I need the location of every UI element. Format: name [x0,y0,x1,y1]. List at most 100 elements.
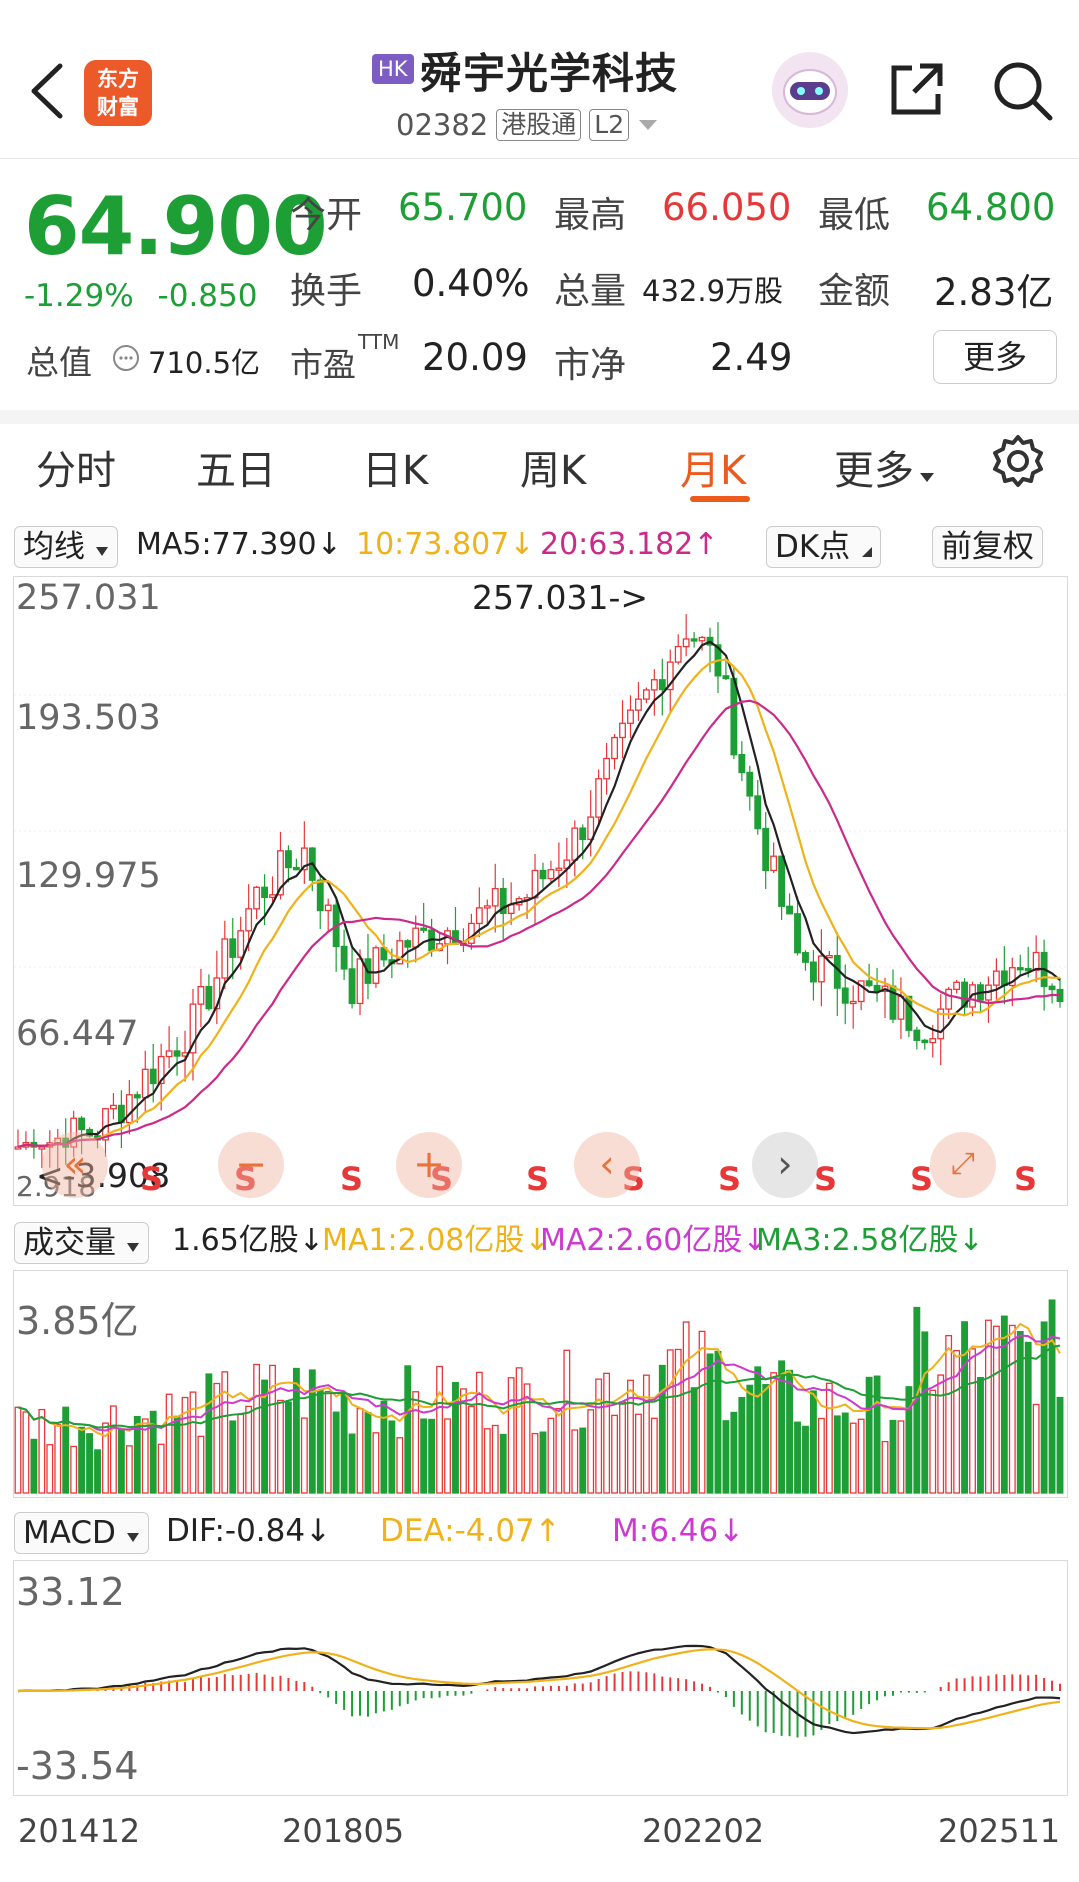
signal-s: S [814,1160,838,1198]
volume-legend-bar: 成交量 1.65亿股↓ MA1:2.08亿股↓ MA2:2.60亿股↓ MA3:… [0,1214,1079,1268]
caret-down-icon [126,1243,139,1252]
change-percent: -1.29% [24,278,134,314]
date-label: 201805 [282,1812,405,1850]
zoom-out-icon[interactable]: − [218,1132,284,1198]
high-label: 最高 [554,195,627,236]
volume-selector[interactable]: 成交量 [14,1222,149,1264]
volume-current: 1.65亿股↓ [172,1223,324,1258]
date-label: 202202 [642,1812,765,1850]
gear-icon[interactable] [990,433,1046,489]
volume-selector-label: 成交量 [23,1225,116,1261]
tab-more[interactable]: 更多 [834,438,936,496]
macd-chart [17,1644,1062,1738]
tab-intraday[interactable]: 分时 [36,448,116,494]
macd-dif: DIF:-0.84↓ [166,1513,332,1549]
indicator-selector[interactable]: 均线 [14,526,118,568]
turnover-label: 换手 [290,271,363,312]
zoom-in-icon[interactable]: + [396,1132,462,1198]
pb-value: 2.49 [710,336,793,379]
dk-point-button[interactable]: DK点 [766,526,882,568]
scroll-right-icon[interactable]: › [752,1132,818,1198]
active-tab-underline [690,496,750,502]
change-amount: -0.850 [157,278,258,314]
indicator-selector-label: 均线 [23,529,85,565]
pe-ttm-sup: TTM [358,330,400,354]
macd-selector-label: MACD [23,1515,116,1551]
kline-chart [14,614,1066,1169]
kline-y-label-2: 193.503 [16,698,161,738]
adjust-button[interactable]: 前复权 [932,526,1043,568]
signal-s: S [526,1160,550,1198]
kline-y-label-bottom: 2.918 [16,1170,97,1203]
tab-daily-k[interactable]: 日K [362,448,429,494]
info-circle-icon[interactable] [112,344,140,372]
pe-value: 20.09 [422,336,528,379]
ma5-value: MA5:77.390↓ [136,527,342,562]
open-label: 今开 [290,195,363,236]
back-arrow-icon[interactable] [24,58,72,124]
kline-y-label-4: 66.447 [16,1014,139,1054]
macd-dea: DEA:-4.07↑ [380,1513,561,1549]
signal-s: S [430,1160,454,1198]
share-icon[interactable] [884,58,948,122]
macd-panel[interactable] [13,1560,1068,1796]
pb-label: 市净 [554,345,627,386]
kline-panel[interactable] [13,576,1068,1206]
tab-monthly-k[interactable]: 月K [680,448,747,494]
ma-legend-bar: 均线 MA5:77.390↓ 10:73.807↓ 20:63.182↑ DK点… [0,518,1079,572]
scroll-left-icon[interactable]: ‹ [574,1132,640,1198]
header-divider [0,158,1079,159]
scroll-left-fast-icon[interactable]: « [42,1132,108,1198]
stock-code: 02382 [396,108,489,142]
fullscreen-icon[interactable]: ⤢ [930,1132,996,1198]
mktcap-value: 710.5亿 [148,346,261,380]
period-tabs: 分时 五日 日K 周K 月K 更多 [0,424,1079,514]
more-quote-button[interactable]: 更多 [933,330,1057,384]
date-label: 201412 [18,1812,141,1850]
low-label: 最低 [818,195,891,236]
turnover-value: 0.40% [412,262,530,305]
assistant-robot-icon[interactable] [772,52,848,128]
date-label: 202511 [938,1812,1061,1850]
low-value: 64.800 [926,186,1056,229]
volume-value: 432.9万股 [642,274,784,308]
volume-ma2: MA2:2.60亿股↓ [540,1223,768,1258]
kline-y-label-top: 257.031 [16,578,161,618]
macd-y-top: 33.12 [16,1570,125,1614]
app-logo[interactable]: 东方 财富 [84,60,152,126]
kline-y-label-3: 129.975 [16,856,161,896]
ma10-value: 10:73.807↓ [356,527,535,562]
stock-subline: 02382 港股通 L2 [396,108,659,142]
amount-value: 2.83亿 [934,271,1054,314]
signal-s: S [234,1160,258,1198]
signal-s: S [718,1160,742,1198]
volume-ma3: MA3:2.58亿股↓ [756,1223,984,1258]
header: 东方 财富 HK 舜宇光学科技 02382 港股通 L2 [0,0,1079,158]
connect-badge: 港股通 [496,109,582,141]
high-value: 66.050 [662,186,792,229]
macd-m: M:6.46↓ [612,1513,745,1549]
search-icon[interactable] [990,58,1056,124]
caret-down-icon [920,473,934,482]
chevron-down-icon[interactable] [637,118,659,132]
date-axis: 201412 201805 202202 202511 [0,1800,1079,1860]
logo-text-bottom: 财富 [97,95,139,119]
signal-s: S [140,1160,164,1198]
amount-label: 金额 [818,271,891,312]
macd-y-bottom: -33.54 [16,1744,139,1788]
volume-ma1: MA1:2.08亿股↓ [322,1223,550,1258]
dk-label: DK点 [775,529,851,565]
volume-panel[interactable] [13,1270,1068,1498]
tab-weekly-k[interactable]: 周K [520,448,587,494]
stock-title: 舜宇光学科技 [420,49,679,98]
tab-more-label: 更多 [834,448,914,494]
caret-down-icon [126,1533,139,1542]
macd-selector[interactable]: MACD [14,1512,149,1554]
mktcap-label: 总值 [26,343,92,382]
signal-s: S [910,1160,934,1198]
corner-triangle-icon [862,547,873,557]
tab-five-day[interactable]: 五日 [196,448,276,494]
max-price-annotation: 257.031-> [472,578,649,617]
current-price: 64.900 [24,180,328,273]
ma20-value: 20:63.182↑ [540,527,719,562]
